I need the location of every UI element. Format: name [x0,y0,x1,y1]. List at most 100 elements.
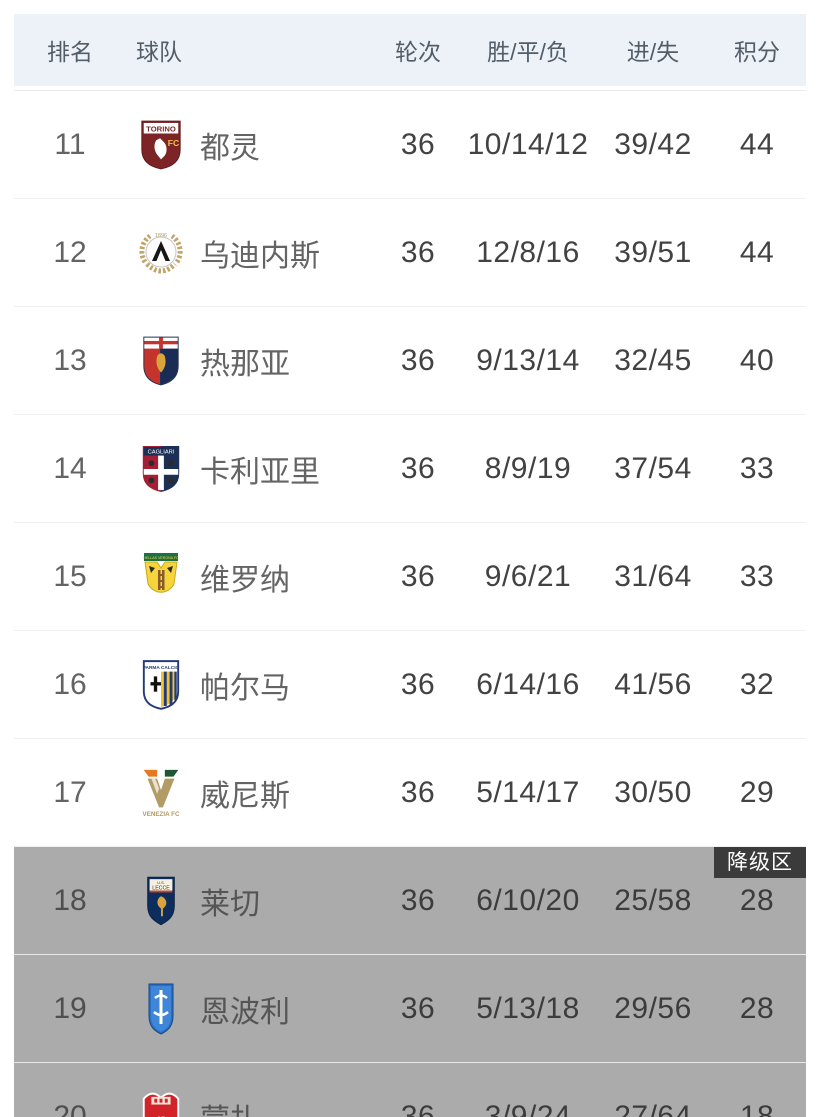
svg-text:TORINO: TORINO [146,124,176,133]
team-name: 莱切 [200,887,260,921]
rank-value: 15 [53,559,87,593]
relegation-zone-badge: 降级区 [714,847,806,878]
rank-value: 14 [53,451,87,485]
header-rounds: 轮次 [395,39,441,65]
points-value: 33 [739,559,775,593]
points-value: 32 [739,667,775,701]
rounds-value: 36 [400,235,436,269]
team-name: 热那亚 [200,347,290,381]
udinese-badge-icon: 1896 [136,225,186,281]
wdl-value: 6/14/16 [476,667,580,701]
table-row-parma[interactable]: 16 PARMA CALCIO 帕尔马 36 [14,631,806,739]
rounds-value: 36 [400,991,436,1025]
points-value: 44 [739,127,775,161]
table-row-udinese[interactable]: 12 1896 乌迪内斯 36 12/8/16 39/51 [14,199,806,307]
rank-value: 18 [53,883,87,917]
svg-text:U.S.: U.S. [157,880,164,884]
wdl-value: 10/14/12 [467,127,589,161]
rank-value: 13 [53,343,87,377]
table-row-empoli[interactable]: 19 恩波利 36 5/13/18 29/56 28 [14,955,806,1063]
wdl-value: 9/13/14 [476,343,580,377]
points-value: 29 [739,775,775,809]
rounds-value: 36 [400,559,436,593]
wdl-value: 5/14/17 [476,775,580,809]
rounds-value: 36 [400,883,436,917]
table-row-cagliari[interactable]: 14 CAGLIARI [14,415,806,523]
header-goals: 进/失 [626,39,680,65]
cagliari-badge-icon: CAGLIARI [136,441,186,497]
wdl-value: 12/8/16 [476,235,580,269]
rounds-value: 36 [400,775,436,809]
team-name: 乌迪内斯 [200,239,320,273]
rank-value: 19 [53,991,87,1025]
team-name: 帕尔马 [200,671,290,705]
table-row-genoa[interactable]: 13 热那亚 36 9/13/14 32/45 [14,307,806,415]
table-row-monza[interactable]: 20 AC MONZA 蒙扎 36 3/9/24 27/64 [14,1063,806,1117]
svg-text:FC: FC [168,137,179,147]
rank-value: 16 [53,667,87,701]
header-rank: 排名 [47,39,93,65]
rank-value: 11 [54,127,86,161]
table-row-torino[interactable]: 11 TORINO FC 都灵 36 10/14/12 39/42 44 [14,91,806,199]
team-name: 都灵 [200,131,260,165]
goals-value: 41/56 [614,667,692,701]
wdl-value: 3/9/24 [484,1099,572,1117]
table-row-verona[interactable]: 15 HELLAS VERONA FC [14,523,806,631]
header-points: 积分 [734,39,780,65]
verona-badge-icon: HELLAS VERONA FC [136,549,186,605]
team-name: 维罗纳 [200,563,290,597]
points-value: 44 [739,235,775,269]
table-row-venezia[interactable]: 17 VENEZIA FC 威尼斯 36 5/14/17 30/50 29 [14,739,806,847]
empoli-badge-icon [136,981,186,1037]
svg-text:CAGLIARI: CAGLIARI [148,449,175,455]
table-header: 排名 球队 轮次 胜/平/负 进/失 积分 [14,14,806,86]
goals-value: 37/54 [614,451,692,485]
rounds-value: 36 [400,667,436,701]
rank-value: 20 [53,1099,87,1117]
points-value: 28 [739,991,775,1025]
points-value: 40 [739,343,775,377]
points-value: 28 [739,883,775,917]
svg-text:1896: 1896 [155,233,167,239]
table-body: 11 TORINO FC 都灵 36 10/14/12 39/42 44 [14,90,806,1117]
team-name: 威尼斯 [200,779,290,813]
goals-value: 25/58 [614,883,692,917]
rounds-value: 36 [400,451,436,485]
rounds-value: 36 [400,343,436,377]
parma-badge-icon: PARMA CALCIO [136,657,186,713]
goals-value: 39/42 [614,127,692,161]
genoa-badge-icon [136,333,186,389]
table-row-lecce[interactable]: 降级区 18 U.S. LECCE 莱切 36 6/10/20 25/58 [14,847,806,955]
svg-text:AC: AC [157,1115,165,1117]
venezia-badge-icon: VENEZIA FC [136,765,186,821]
torino-badge-icon: TORINO FC [136,117,186,173]
monza-badge-icon: AC MONZA [136,1089,186,1117]
header-team: 球队 [136,39,182,65]
goals-value: 27/64 [614,1099,692,1117]
goals-value: 30/50 [614,775,692,809]
wdl-value: 5/13/18 [476,991,580,1025]
wdl-value: 8/9/19 [484,451,572,485]
svg-text:VENEZIA FC: VENEZIA FC [143,811,180,818]
rank-value: 17 [53,775,87,809]
goals-value: 29/56 [614,991,692,1025]
rounds-value: 36 [400,127,436,161]
team-name: 蒙扎 [200,1095,260,1117]
svg-text:LECCE: LECCE [152,885,170,891]
rounds-value: 36 [400,1099,436,1117]
wdl-value: 9/6/21 [484,559,572,593]
wdl-value: 6/10/20 [476,883,580,917]
svg-text:PARMA CALCIO: PARMA CALCIO [143,664,180,670]
goals-value: 32/45 [614,343,692,377]
goals-value: 31/64 [614,559,692,593]
goals-value: 39/51 [614,235,692,269]
team-name: 卡利亚里 [200,455,320,489]
lecce-badge-icon: U.S. LECCE [136,873,186,929]
svg-text:HELLAS VERONA FC: HELLAS VERONA FC [143,556,179,560]
header-wdl: 胜/平/负 [487,39,569,65]
rank-value: 12 [53,235,87,269]
team-name: 恩波利 [200,995,290,1029]
points-value: 33 [739,451,775,485]
points-value: 18 [739,1099,775,1117]
